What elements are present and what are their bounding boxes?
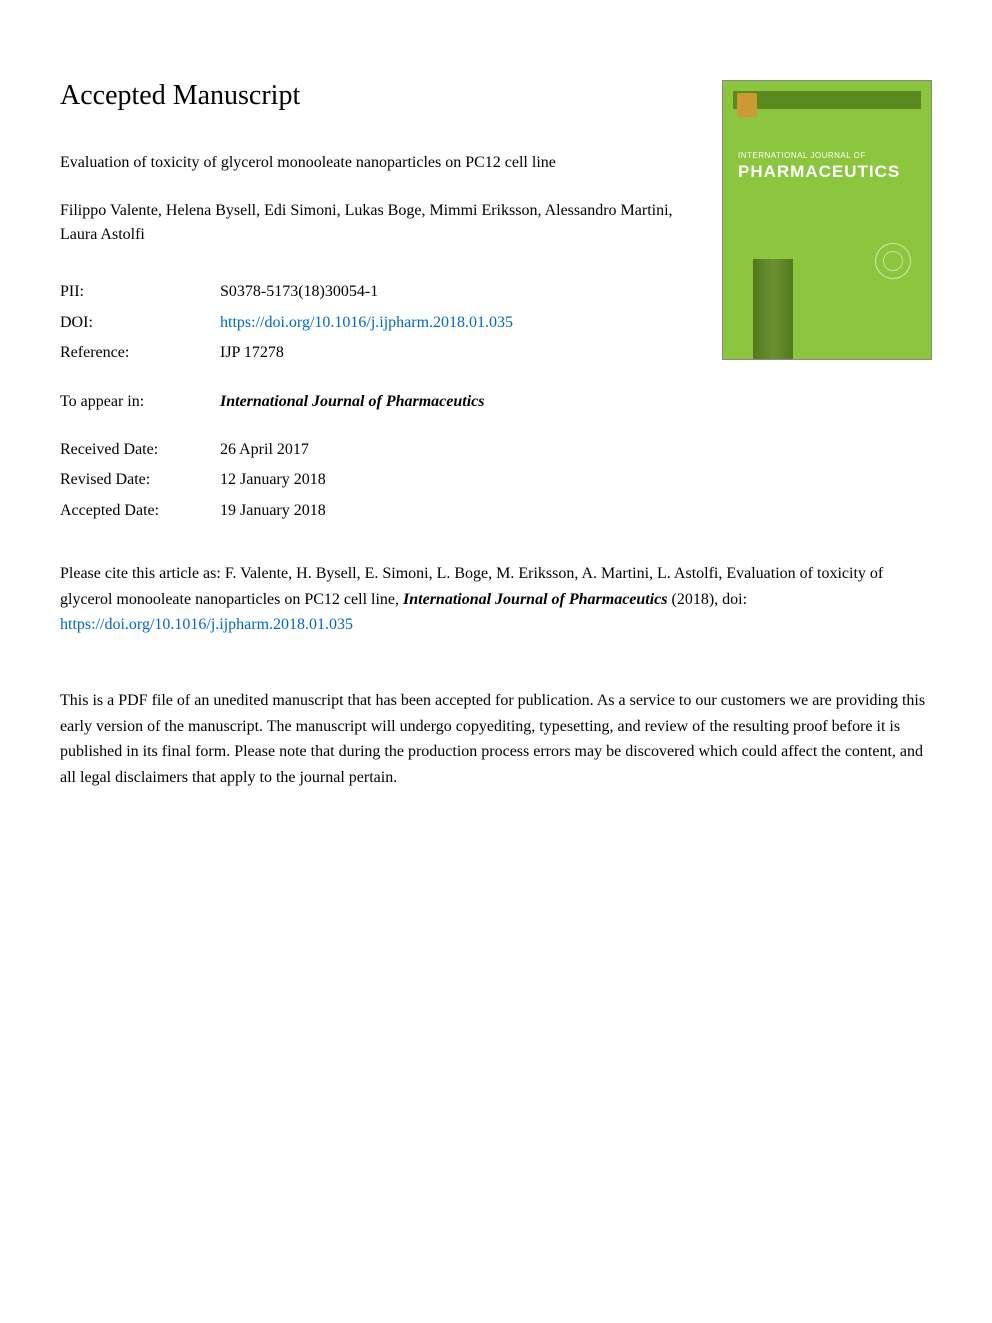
meta-label-reference: Reference:	[60, 338, 220, 368]
meta-row-received: Received Date: 26 April 2017	[60, 435, 692, 465]
meta-gap	[60, 417, 692, 435]
meta-value-revised: 12 January 2018	[220, 465, 692, 495]
disclaimer-text: This is a PDF file of an unedited manusc…	[60, 688, 932, 790]
meta-value-reference: IJP 17278	[220, 338, 692, 368]
citation-journal: International Journal of Pharmaceutics	[403, 591, 668, 608]
meta-value-accepted: 19 January 2018	[220, 496, 692, 526]
citation-block: Please cite this article as: F. Valente,…	[60, 561, 932, 638]
elsevier-logo-icon	[737, 93, 757, 117]
meta-row-doi: DOI: https://doi.org/10.1016/j.ijpharm.2…	[60, 308, 692, 338]
header-section: Accepted Manuscript Evaluation of toxici…	[60, 80, 932, 526]
meta-value-appear: International Journal of Pharmaceutics	[220, 387, 692, 417]
cover-title: PHARMACEUTICS	[738, 162, 916, 182]
meta-value-received: 26 April 2017	[220, 435, 692, 465]
cover-circle-icon	[875, 243, 911, 279]
meta-label-appear: To appear in:	[60, 387, 220, 417]
citation-year: (2018), doi:	[668, 591, 748, 608]
left-content: Accepted Manuscript Evaluation of toxici…	[60, 80, 722, 526]
cover-top-bar	[733, 91, 921, 109]
meta-row-pii: PII: S0378-5173(18)30054-1	[60, 277, 692, 307]
meta-row-reference: Reference: IJP 17278	[60, 338, 692, 368]
metadata-table: PII: S0378-5173(18)30054-1 DOI: https://…	[60, 277, 692, 526]
article-title: Evaluation of toxicity of glycerol monoo…	[60, 152, 692, 174]
meta-label-doi: DOI:	[60, 308, 220, 338]
meta-label-pii: PII:	[60, 277, 220, 307]
doi-link[interactable]: https://doi.org/10.1016/j.ijpharm.2018.0…	[220, 314, 513, 331]
journal-cover-thumbnail: INTERNATIONAL JOURNAL OF PHARMACEUTICS	[722, 80, 932, 360]
meta-value-pii: S0378-5173(18)30054-1	[220, 277, 692, 307]
meta-row-accepted: Accepted Date: 19 January 2018	[60, 496, 692, 526]
cover-title-block: INTERNATIONAL JOURNAL OF PHARMACEUTICS	[738, 151, 916, 182]
authors-list: Filippo Valente, Helena Bysell, Edi Simo…	[60, 199, 692, 247]
cover-tube-graphic	[753, 259, 793, 359]
meta-value-doi: https://doi.org/10.1016/j.ijpharm.2018.0…	[220, 308, 692, 338]
meta-row-revised: Revised Date: 12 January 2018	[60, 465, 692, 495]
cover-subtitle: INTERNATIONAL JOURNAL OF	[738, 151, 916, 160]
meta-row-appear: To appear in: International Journal of P…	[60, 387, 692, 417]
cover-circle-inner-icon	[883, 251, 903, 271]
meta-label-accepted: Accepted Date:	[60, 496, 220, 526]
meta-label-received: Received Date:	[60, 435, 220, 465]
meta-gap	[60, 369, 692, 387]
citation-doi-link[interactable]: https://doi.org/10.1016/j.ijpharm.2018.0…	[60, 616, 353, 633]
page-heading: Accepted Manuscript	[60, 80, 692, 112]
meta-label-revised: Revised Date:	[60, 465, 220, 495]
